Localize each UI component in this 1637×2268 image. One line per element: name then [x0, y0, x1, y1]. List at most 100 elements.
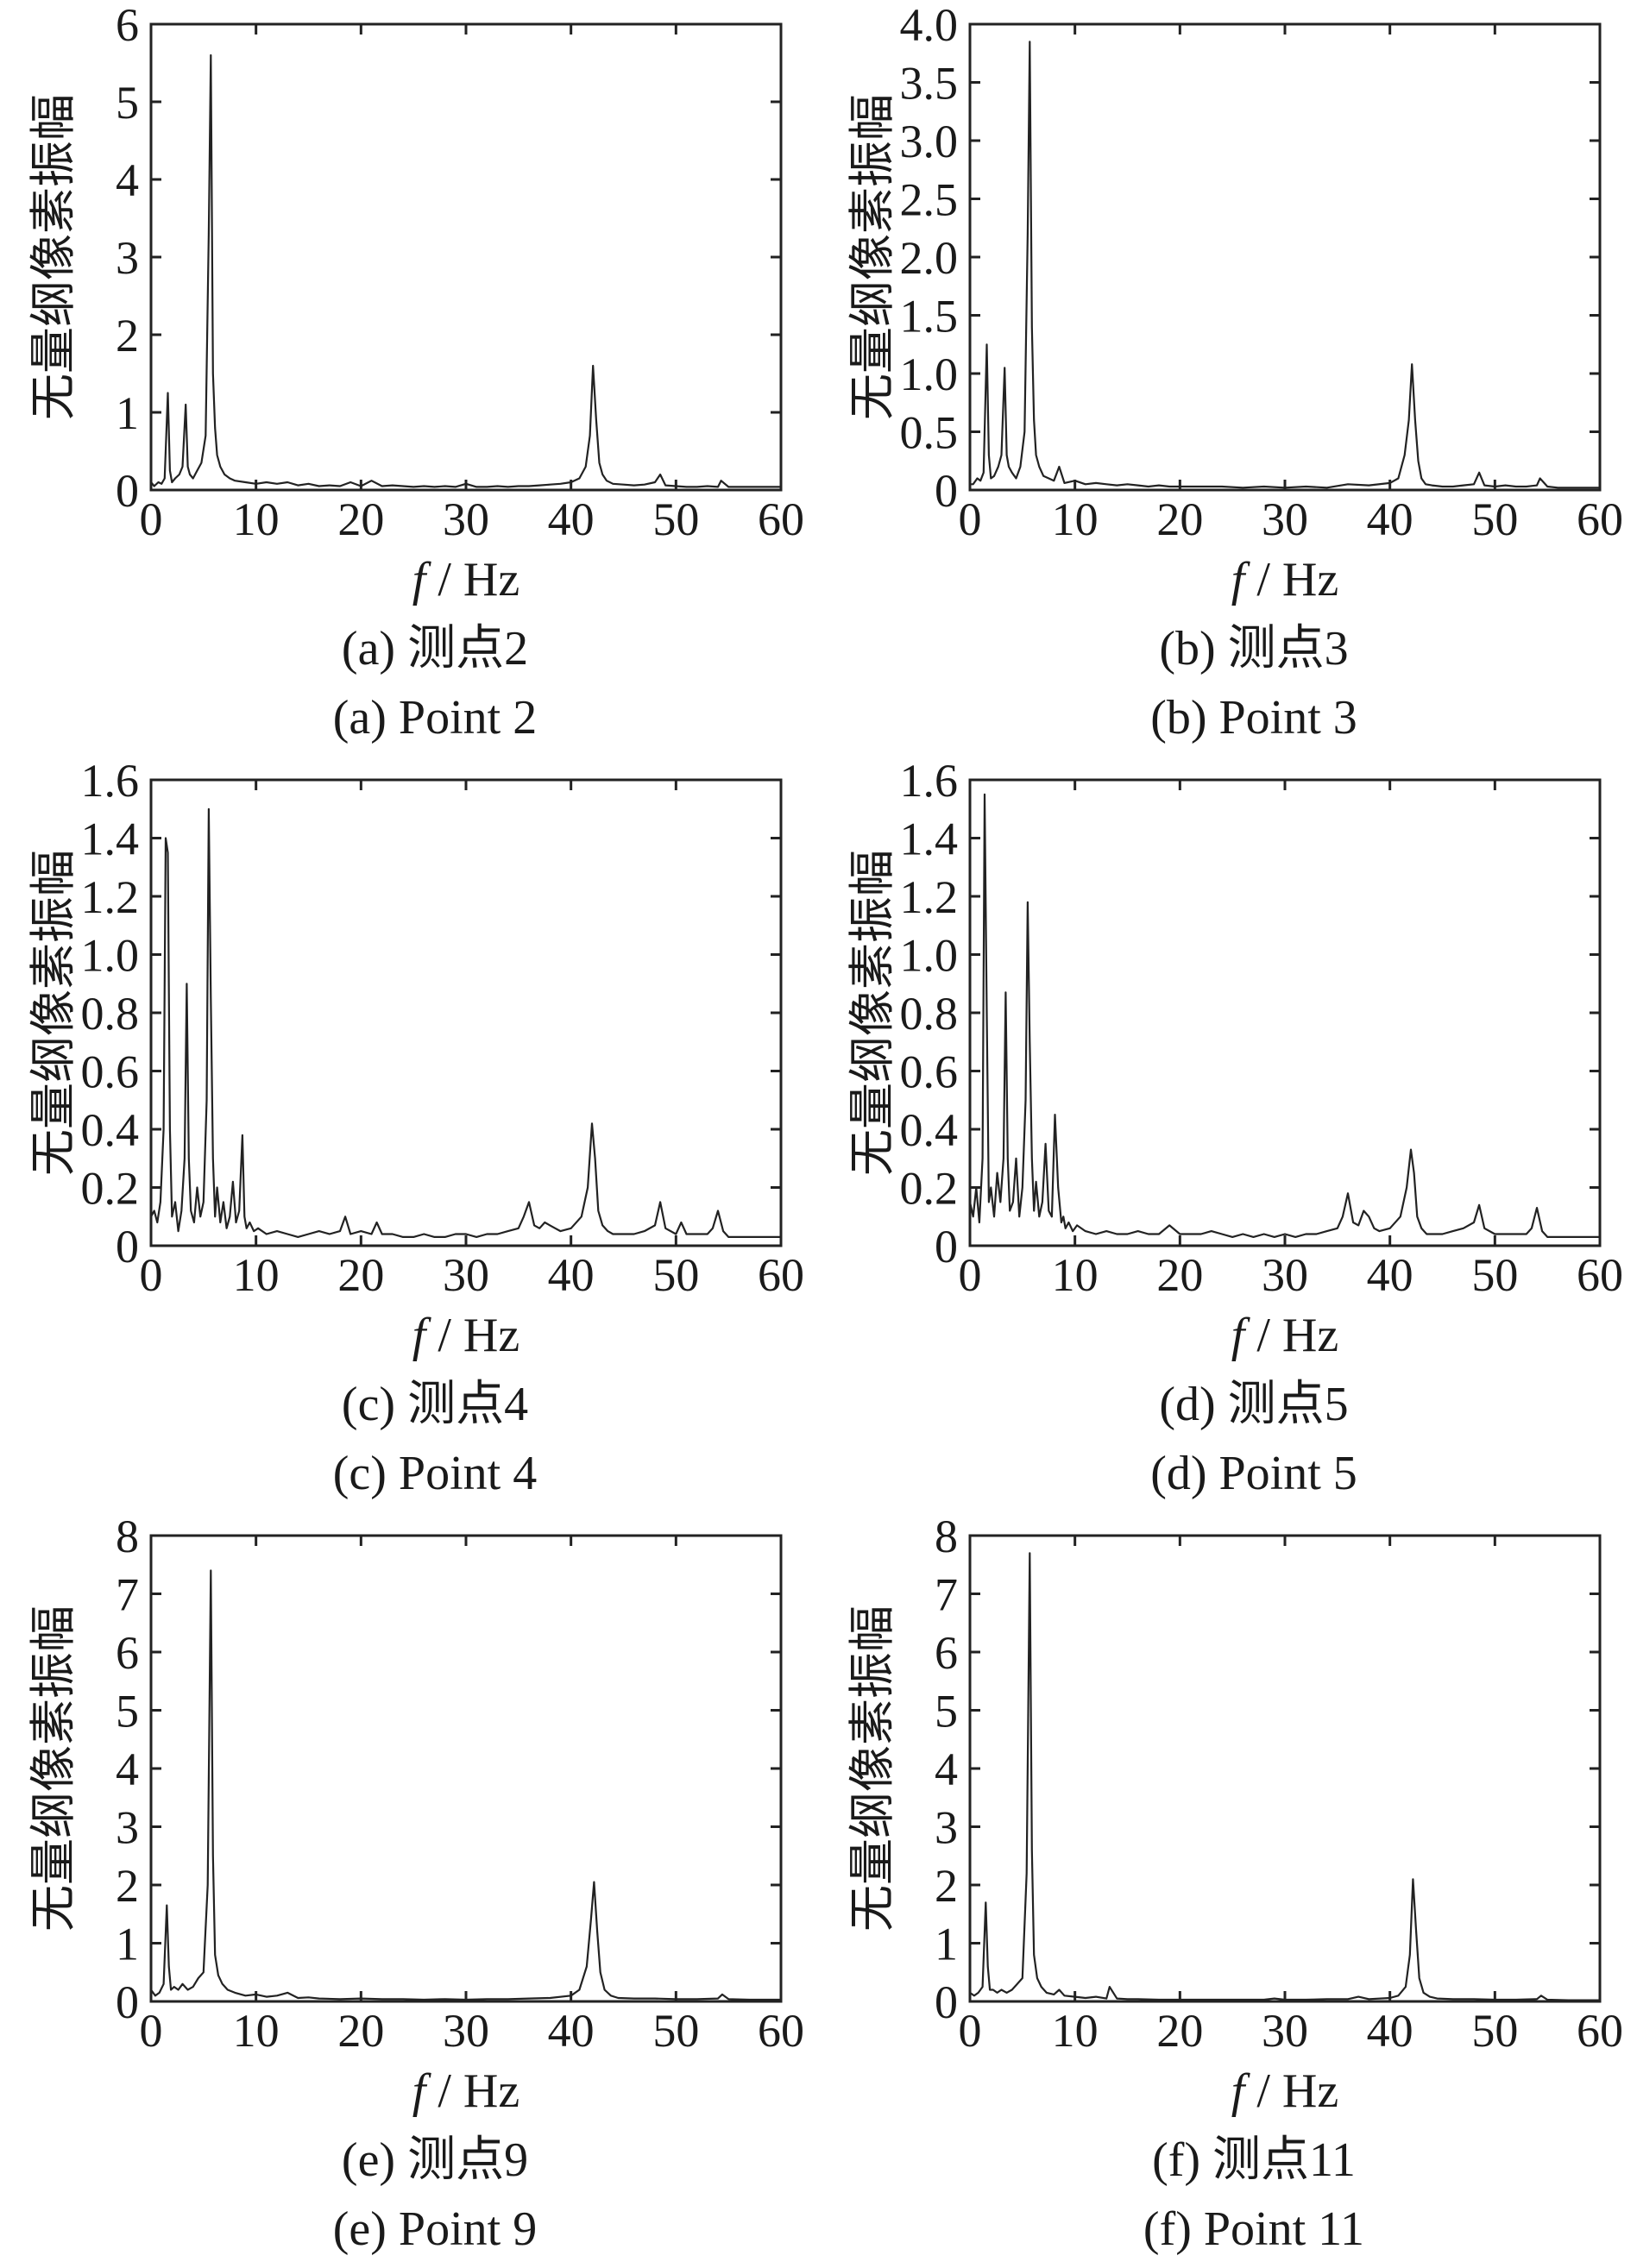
x-tick-label: 10 — [1052, 493, 1099, 545]
caption-cn-e: (e) 测点9 — [341, 2133, 529, 2187]
y-tick-label: 1 — [116, 387, 139, 439]
y-tick-label: 7 — [935, 1569, 958, 1621]
panel-e: 0 10 20 30 40 50 60 0 1 2 3 4 5 6 7 8 无量纲像素振幅 f / Hz (e) … — [0, 1511, 818, 2267]
y-tick-label: 3 — [116, 1802, 139, 1854]
y-tick-label: 1.4 — [900, 814, 959, 865]
plot-frame — [968, 22, 1602, 492]
y-tick-label: 0 — [935, 1221, 958, 1272]
y-tick-label: 1.4 — [81, 814, 140, 865]
x-tick-label: 30 — [1262, 2005, 1308, 2057]
x-tick-label: 20 — [1156, 2005, 1203, 2057]
y-axis-label: 无量纲像素振幅 — [26, 850, 80, 1176]
x-axis-label: f / Hz — [412, 2064, 519, 2118]
chart-c: 0 10 20 30 40 50 6000.20.40.60.81.01.21.41.6无量… — [26, 755, 804, 1362]
x-tick-label: 40 — [1367, 2005, 1413, 2057]
y-tick-label: 1 — [935, 1919, 958, 1970]
x-tick-label: 20 — [337, 493, 384, 545]
y-tick-label: 1.2 — [81, 871, 140, 923]
plot-frame — [149, 22, 783, 492]
y-tick-label: 2.5 — [900, 174, 959, 226]
x-axis-unit: / Hz — [1244, 553, 1338, 606]
caption-cn-d: (d) 测点5 — [1159, 1378, 1349, 1431]
caption-cn-f: (f) 测点11 — [1152, 2133, 1356, 2187]
y-tick-label: 0 — [935, 1976, 958, 2028]
x-tick-label: 10 — [233, 2005, 280, 2057]
y-tick-label: 6 — [116, 1627, 139, 1679]
y-tick-label: 2 — [116, 310, 139, 361]
x-tick-label: 10 — [1052, 2005, 1099, 2057]
y-tick-label: 1.0 — [900, 349, 959, 400]
y-tick-label: 0.4 — [900, 1104, 959, 1156]
x-axis-label: f / Hz — [1231, 2064, 1338, 2118]
y-tick-label: 4 — [116, 154, 139, 206]
panel-a: 0 10 20 30 40 50 60 0 1 2 3 4 5 6 无量纲像素振幅 f / Hz (a) 测点… — [0, 0, 818, 756]
x-tick-label: 0 — [959, 2005, 982, 2057]
y-tick-label: 0 — [935, 465, 958, 517]
y-tick-label: 4.0 — [900, 0, 959, 51]
y-tick-label: 0.4 — [81, 1104, 140, 1156]
x-tick-label: 10 — [233, 1249, 280, 1301]
x-tick-label: 40 — [1367, 1249, 1413, 1301]
x-tick-label: 50 — [1471, 2005, 1518, 2057]
plot-frame — [968, 1534, 1602, 2003]
x-tick-label: 60 — [758, 2005, 804, 2057]
caption-cn-a: (a) 测点2 — [341, 622, 529, 675]
spectrum-line — [150, 53, 781, 488]
x-tick-label: 0 — [140, 493, 163, 545]
y-tick-label: 6 — [935, 1627, 958, 1679]
x-tick-label: 0 — [959, 1249, 982, 1301]
x-tick-label: 10 — [1052, 1249, 1099, 1301]
y-tick-label: 3 — [116, 232, 139, 284]
caption-en-f: (f) Point 11 — [1143, 2202, 1365, 2256]
x-tick-label: 50 — [652, 1249, 699, 1301]
x-tick-label: 60 — [1577, 2005, 1623, 2057]
y-tick-label: 6 — [116, 0, 139, 51]
x-tick-label: 40 — [548, 1249, 595, 1301]
caption-en-a: (a) Point 2 — [332, 691, 538, 744]
x-axis-label: f / Hz — [412, 1309, 519, 1362]
y-tick-label: 3 — [935, 1802, 958, 1854]
panel-d: 0 10 20 30 40 50 60 0 0.2 0.4 0.6 0.8 1.0 1.2 1.4 1.6 无量… — [819, 755, 1637, 1511]
y-axis-label: 无量纲像素振幅 — [845, 1605, 899, 1932]
panel-b: 0 10 20 30 40 50 60 0 0.5 1.0 1.5 2.0 2.5 3.0 3.5 4.0 无量… — [819, 0, 1637, 756]
x-axis-unit: / Hz — [425, 2064, 519, 2118]
y-tick-label: 7 — [116, 1569, 139, 1621]
y-tick-label: 1 — [116, 1919, 139, 1970]
x-tick-label: 20 — [1156, 493, 1203, 545]
x-tick-label: 40 — [548, 493, 595, 545]
x-tick-label: 30 — [443, 1249, 489, 1301]
panel-c: 0 10 20 30 40 50 60 0 0.2 0.4 0.6 0.8 1.0 1.2 1.4 1.6 无量… — [0, 755, 818, 1511]
chart-b: 0 10 20 30 40 50 6000.51.01.52.02.53.03.54.0无量… — [845, 0, 1623, 606]
caption-en-b: (b) Point 3 — [1150, 691, 1357, 744]
x-axis-unit: / Hz — [1244, 1309, 1338, 1362]
panel-f: 0 10 20 30 40 50 60 0 1 2 3 4 5 6 7 8 无量纲像素振幅 f / Hz (f) … — [819, 1511, 1637, 2267]
y-tick-label: 0.6 — [900, 1046, 959, 1098]
spectrum-line — [150, 1569, 781, 2001]
y-tick-label: 8 — [116, 1511, 139, 1562]
y-tick-label: 1.6 — [81, 755, 140, 807]
x-tick-label: 50 — [652, 2005, 699, 2057]
x-tick-label: 10 — [233, 493, 280, 545]
x-axis-unit: / Hz — [1244, 2064, 1338, 2118]
spectrum-line — [968, 793, 1600, 1239]
spectrum-line — [969, 1552, 1600, 2001]
x-tick-label: 30 — [443, 493, 489, 545]
y-tick-label: 5 — [935, 1686, 958, 1737]
spectrum-line — [150, 807, 781, 1239]
chart-a: 0 10 20 30 40 50 60 0 1 2 3 4 5 6 无量纲像素振幅 f / Hz — [26, 0, 804, 606]
x-tick-label: 60 — [1577, 493, 1623, 545]
y-tick-label: 2.0 — [900, 232, 959, 284]
y-tick-label: 0.8 — [900, 988, 959, 1040]
y-tick-label: 0.6 — [81, 1046, 140, 1098]
x-tick-label: 40 — [548, 2005, 595, 2057]
spectrum-line — [970, 41, 1600, 489]
y-tick-label: 0.2 — [81, 1163, 140, 1215]
x-axis-unit: / Hz — [425, 1309, 519, 1362]
y-tick-label: 3.0 — [900, 116, 959, 167]
caption-en-c: (c) Point 4 — [332, 1447, 538, 1500]
x-tick-label: 0 — [140, 2005, 163, 2057]
y-tick-label: 5 — [116, 77, 139, 129]
chart-d: 0 10 20 30 40 50 6000.20.40.60.81.01.21.41.6无量… — [845, 755, 1623, 1362]
